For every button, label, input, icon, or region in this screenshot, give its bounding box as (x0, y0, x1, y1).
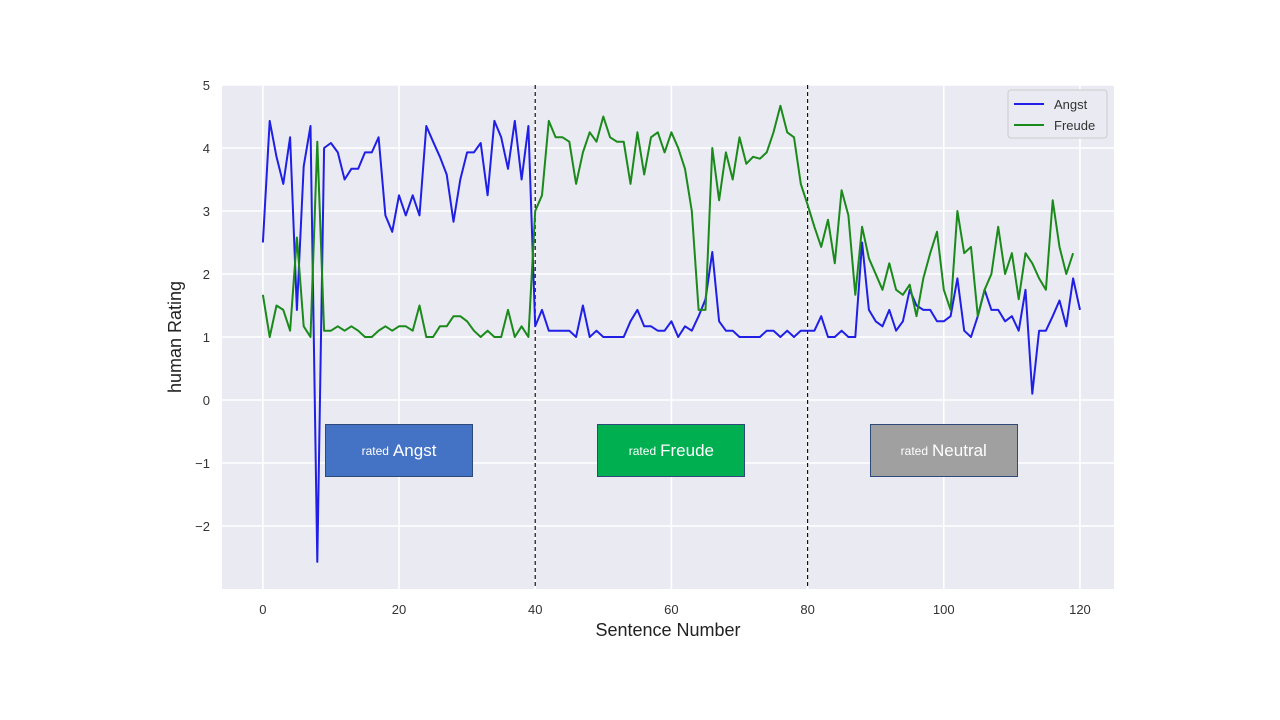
series-line-angst (261, 119, 1081, 563)
x-tick-label: 0 (259, 602, 266, 617)
y-tick-label: −1 (195, 456, 210, 471)
y-tick-label: 5 (203, 78, 210, 93)
annotation-label: Angst (392, 440, 437, 460)
annotation-prefix: rated (900, 443, 929, 458)
x-tick-label: 120 (1069, 602, 1091, 617)
tick-labels: 0 20 40 60 80 100 120 −2 −1 0 1 2 3 4 5 (195, 78, 1091, 617)
x-tick-label: 40 (528, 602, 542, 617)
y-tick-label: 4 (203, 141, 210, 156)
annotation-box-angst: rated Angst (325, 424, 474, 477)
y-tick-label: −2 (195, 519, 210, 534)
y-tick-label: 3 (203, 204, 210, 219)
x-tick-label: 80 (800, 602, 814, 617)
x-tick-label: 100 (933, 602, 955, 617)
annotation-box-freude: rated Freude (597, 424, 746, 477)
x-axis-label: Sentence Number (595, 620, 740, 640)
legend-label: Freude (1054, 118, 1095, 133)
legend: Angst Freude (1007, 89, 1108, 139)
series-lines (261, 104, 1081, 563)
annotation-prefix: rated (361, 443, 389, 458)
x-tick-label: 60 (664, 602, 678, 617)
y-tick-label: 1 (203, 330, 210, 345)
annotation-label: Freude (660, 440, 714, 460)
y-tick-label: 0 (203, 393, 210, 408)
annotation-label: Neutral (932, 440, 987, 460)
annotation-prefix: rated (628, 443, 657, 458)
series-line-freude (261, 104, 1075, 338)
x-tick-label: 20 (392, 602, 406, 617)
section-divider-lines (534, 85, 809, 589)
y-axis-label: human Rating (165, 281, 185, 393)
legend-label: Angst (1054, 97, 1088, 112)
y-tick-label: 2 (203, 267, 210, 282)
annotation-box-neutral: rated Neutral (869, 424, 1018, 477)
